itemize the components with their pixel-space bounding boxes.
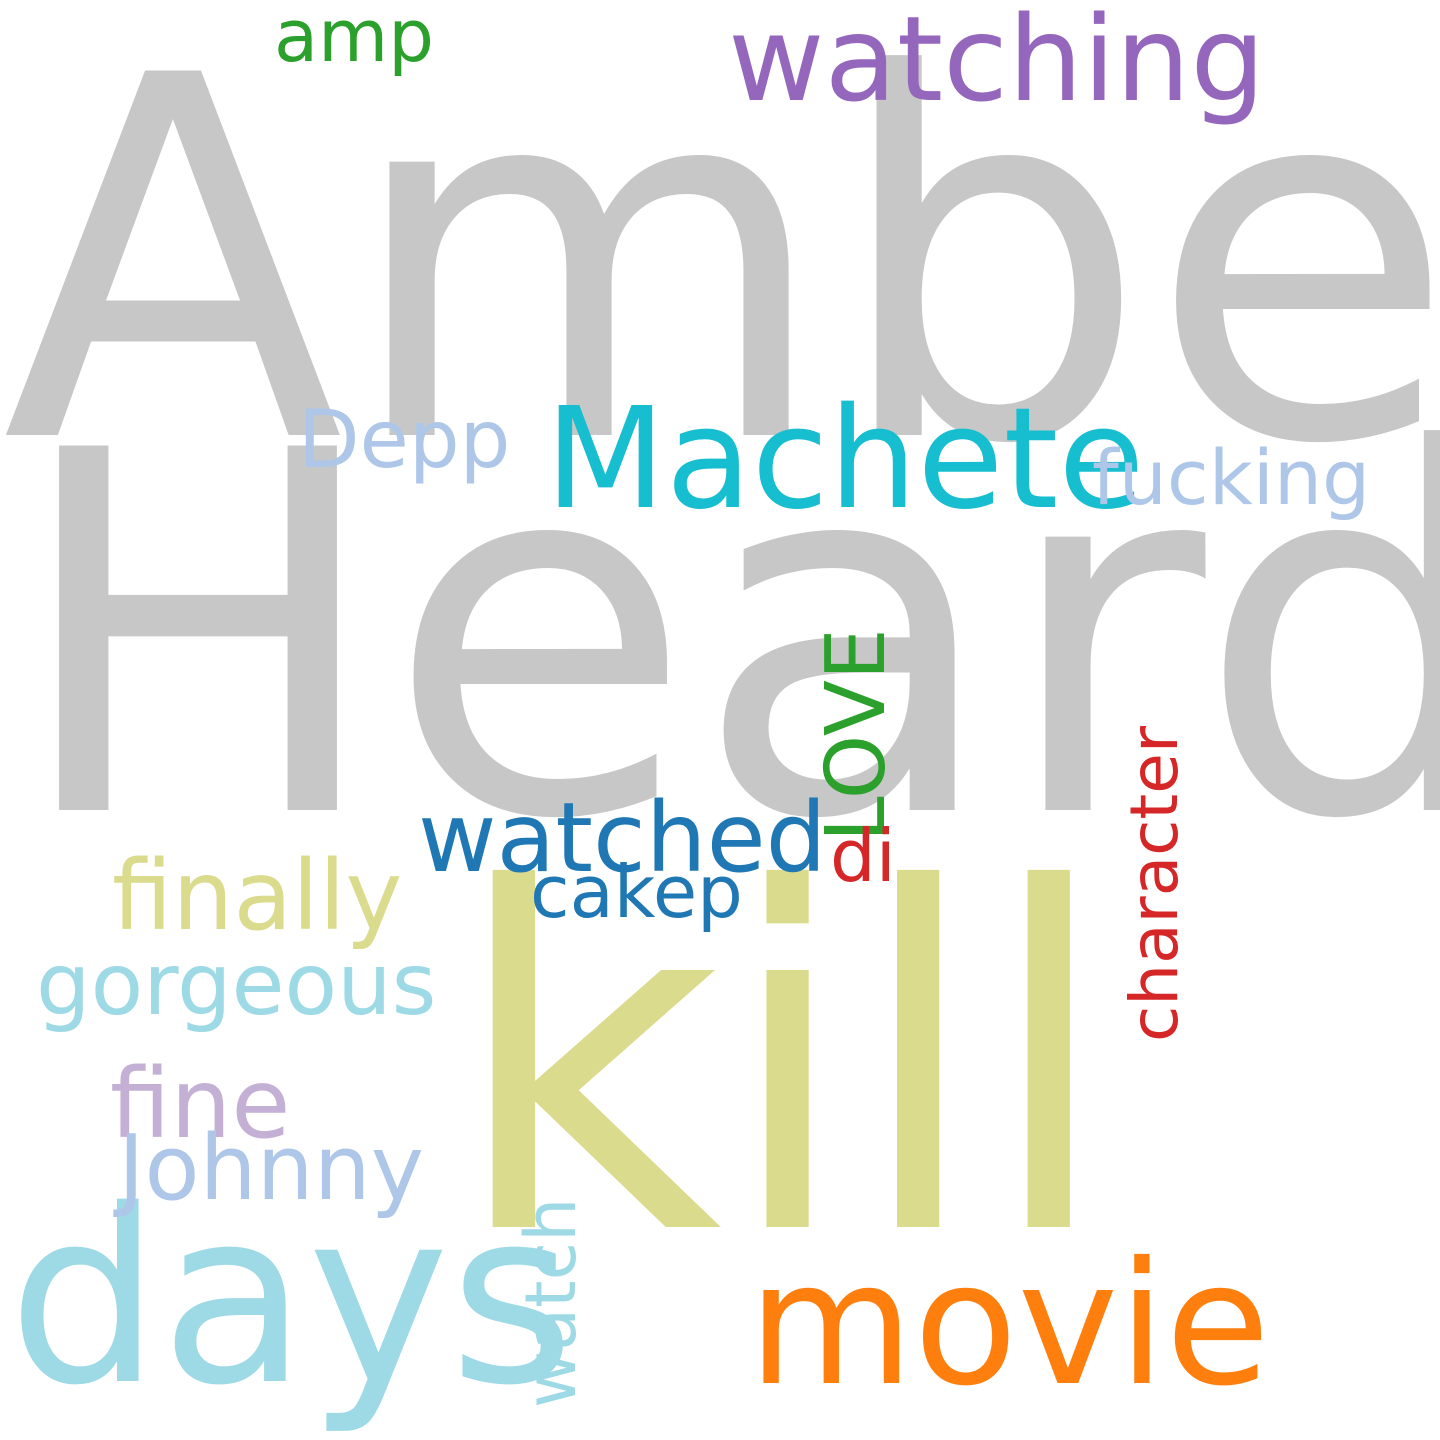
word-fine: fine — [110, 1048, 291, 1160]
word-johnny: Johnny — [118, 1116, 424, 1221]
word-machete: Machete — [545, 378, 1145, 541]
word-gorgeous: gorgeous — [36, 935, 437, 1035]
word-heard: Heard — [10, 346, 1440, 928]
word-character: character — [1116, 725, 1193, 1042]
word-watch: watch — [510, 1197, 592, 1408]
word-watched: watched — [418, 782, 827, 894]
word-depp: Depp — [298, 393, 511, 486]
word-cakep: cakep — [530, 850, 743, 934]
word-love: LOVE — [809, 628, 904, 842]
word-amber: Amber — [2, 0, 1440, 553]
word-days: days — [8, 1158, 575, 1438]
word-di: di — [830, 814, 896, 898]
word-amp: amp — [274, 0, 434, 78]
word-fucking: fucking — [1092, 433, 1371, 522]
word-watching: watching — [728, 0, 1266, 128]
word-movie: movie — [748, 1226, 1271, 1424]
word-kill: kill — [450, 791, 1114, 1338]
word-finally: finally — [112, 840, 403, 952]
